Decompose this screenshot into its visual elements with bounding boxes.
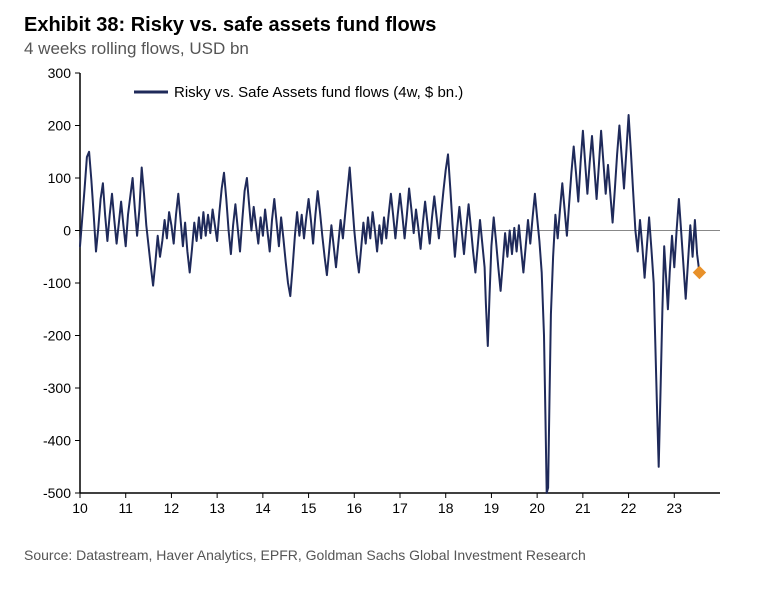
svg-text:18: 18 bbox=[438, 500, 454, 516]
svg-text:10: 10 bbox=[72, 500, 88, 516]
svg-text:13: 13 bbox=[209, 500, 225, 516]
svg-text:23: 23 bbox=[666, 500, 682, 516]
line-chart: -500 -400 -300 -200 -100 0 100 200 300 10 11 12 13 14… bbox=[24, 65, 734, 535]
svg-text:100: 100 bbox=[48, 170, 72, 186]
chart-title: Exhibit 38: Risky vs. safe assets fund f… bbox=[24, 14, 734, 37]
svg-text:200: 200 bbox=[48, 118, 72, 134]
svg-text:19: 19 bbox=[484, 500, 500, 516]
svg-text:-300: -300 bbox=[43, 380, 71, 396]
svg-text:22: 22 bbox=[621, 500, 637, 516]
svg-text:21: 21 bbox=[575, 500, 591, 516]
svg-text:-200: -200 bbox=[43, 328, 71, 344]
svg-text:300: 300 bbox=[48, 65, 72, 81]
svg-text:15: 15 bbox=[301, 500, 317, 516]
chart-source: Source: Datastream, Haver Analytics, EPF… bbox=[24, 547, 734, 563]
svg-text:17: 17 bbox=[392, 500, 408, 516]
chart-area: -500 -400 -300 -200 -100 0 100 200 300 10 11 12 13 14… bbox=[24, 65, 734, 535]
svg-text:16: 16 bbox=[346, 500, 362, 516]
svg-text:14: 14 bbox=[255, 500, 271, 516]
svg-text:Risky vs. Safe Assets fund flo: Risky vs. Safe Assets fund flows (4w, $ … bbox=[174, 84, 463, 101]
svg-text:0: 0 bbox=[63, 223, 71, 239]
svg-text:-100: -100 bbox=[43, 275, 71, 291]
svg-text:-400: -400 bbox=[43, 433, 71, 449]
svg-text:-500: -500 bbox=[43, 485, 71, 501]
svg-text:20: 20 bbox=[529, 500, 545, 516]
svg-text:11: 11 bbox=[118, 500, 133, 516]
svg-text:12: 12 bbox=[164, 500, 180, 516]
chart-subtitle: 4 weeks rolling flows, USD bn bbox=[24, 39, 734, 59]
